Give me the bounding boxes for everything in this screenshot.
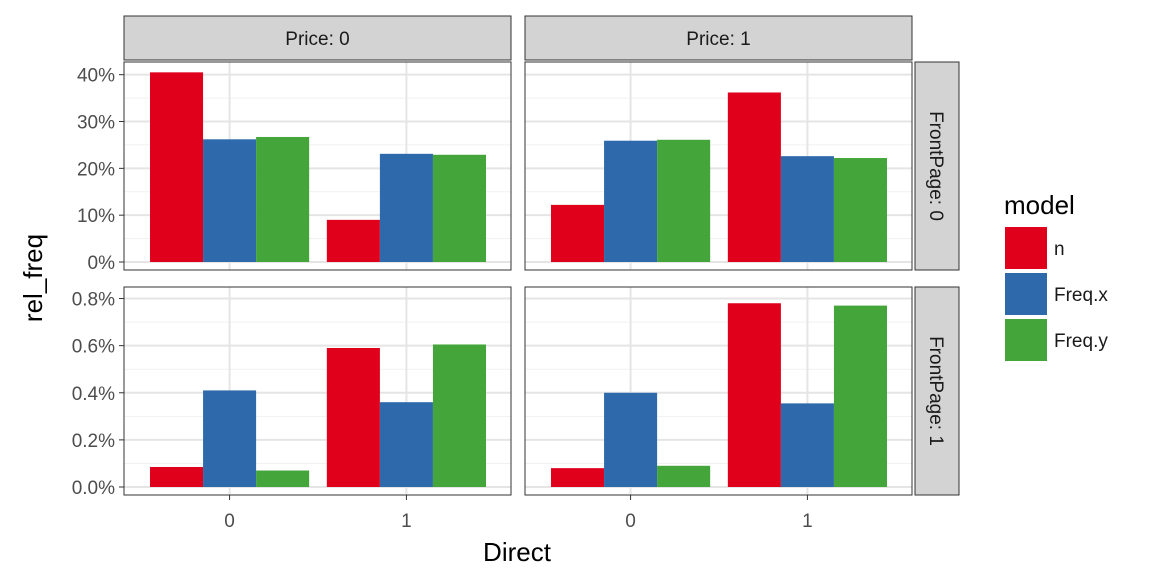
x-tick-label: 0 bbox=[625, 511, 636, 532]
y-tick-label: 30% bbox=[77, 113, 115, 134]
y-tick-label: 40% bbox=[77, 66, 115, 87]
row-strip-1 bbox=[914, 286, 960, 496]
bar-freq-x bbox=[203, 390, 257, 487]
panel-border bbox=[123, 286, 512, 496]
y-tick-label: 10% bbox=[77, 206, 115, 227]
row-strip-0 bbox=[914, 61, 960, 271]
col-strip-label: Price: 0 bbox=[285, 29, 349, 50]
bar-freq-y bbox=[833, 305, 887, 487]
legend-key-freq-x bbox=[1005, 273, 1047, 315]
bar-n bbox=[551, 204, 605, 262]
bar-freq-y bbox=[256, 470, 310, 487]
bar-n bbox=[326, 348, 380, 487]
bar-freq-y bbox=[432, 344, 486, 487]
bar-freq-x bbox=[604, 140, 658, 262]
bar-n bbox=[727, 303, 781, 487]
y-tick-label: 0.0% bbox=[72, 478, 115, 499]
legend-label: Freq.y bbox=[1054, 331, 1108, 352]
legend-key-freq-y bbox=[1005, 319, 1047, 361]
x-tick-label: 1 bbox=[401, 511, 412, 532]
col-strip-label: Price: 1 bbox=[686, 29, 750, 50]
y-tick-label: 0.2% bbox=[72, 431, 115, 452]
x-axis-title: Direct bbox=[483, 537, 552, 567]
bar-n bbox=[727, 92, 781, 262]
col-strip-0 bbox=[123, 15, 512, 61]
col-strip-1 bbox=[524, 15, 913, 61]
bar-freq-x bbox=[780, 156, 834, 262]
bar-freq-x bbox=[604, 392, 658, 487]
bar-n bbox=[150, 466, 204, 487]
bar-freq-x bbox=[379, 402, 433, 487]
bar-freq-y bbox=[256, 136, 310, 262]
bar-n bbox=[326, 219, 380, 262]
legend-title: model bbox=[1004, 190, 1075, 220]
bar-freq-x bbox=[203, 139, 257, 262]
y-tick-label: 0.8% bbox=[72, 290, 115, 311]
bar-n bbox=[150, 72, 204, 262]
bar-freq-x bbox=[780, 403, 834, 487]
panel-border bbox=[524, 286, 913, 496]
y-tick-label: 0.6% bbox=[72, 337, 115, 358]
y-tick-label: 0% bbox=[88, 253, 116, 274]
legend-key-n bbox=[1005, 227, 1047, 269]
y-tick-label: 20% bbox=[77, 159, 115, 180]
x-tick-label: 0 bbox=[224, 511, 235, 532]
legend-label: n bbox=[1054, 239, 1065, 260]
y-tick-label: 0.4% bbox=[72, 384, 115, 405]
row-strip-label: FrontPage: 1 bbox=[925, 336, 946, 446]
bar-freq-x bbox=[379, 153, 433, 262]
legend-label: Freq.x bbox=[1054, 285, 1108, 306]
bar-freq-y bbox=[833, 158, 887, 262]
bar-freq-y bbox=[432, 154, 486, 262]
bar-n bbox=[551, 468, 605, 487]
bar-freq-y bbox=[657, 139, 711, 262]
y-axis-title: rel_freq bbox=[18, 234, 48, 322]
row-strip-label: FrontPage: 0 bbox=[925, 111, 946, 221]
x-tick-label: 1 bbox=[802, 511, 813, 532]
bar-freq-y bbox=[657, 465, 711, 487]
panel-border bbox=[123, 61, 512, 271]
panel-border bbox=[524, 61, 913, 271]
